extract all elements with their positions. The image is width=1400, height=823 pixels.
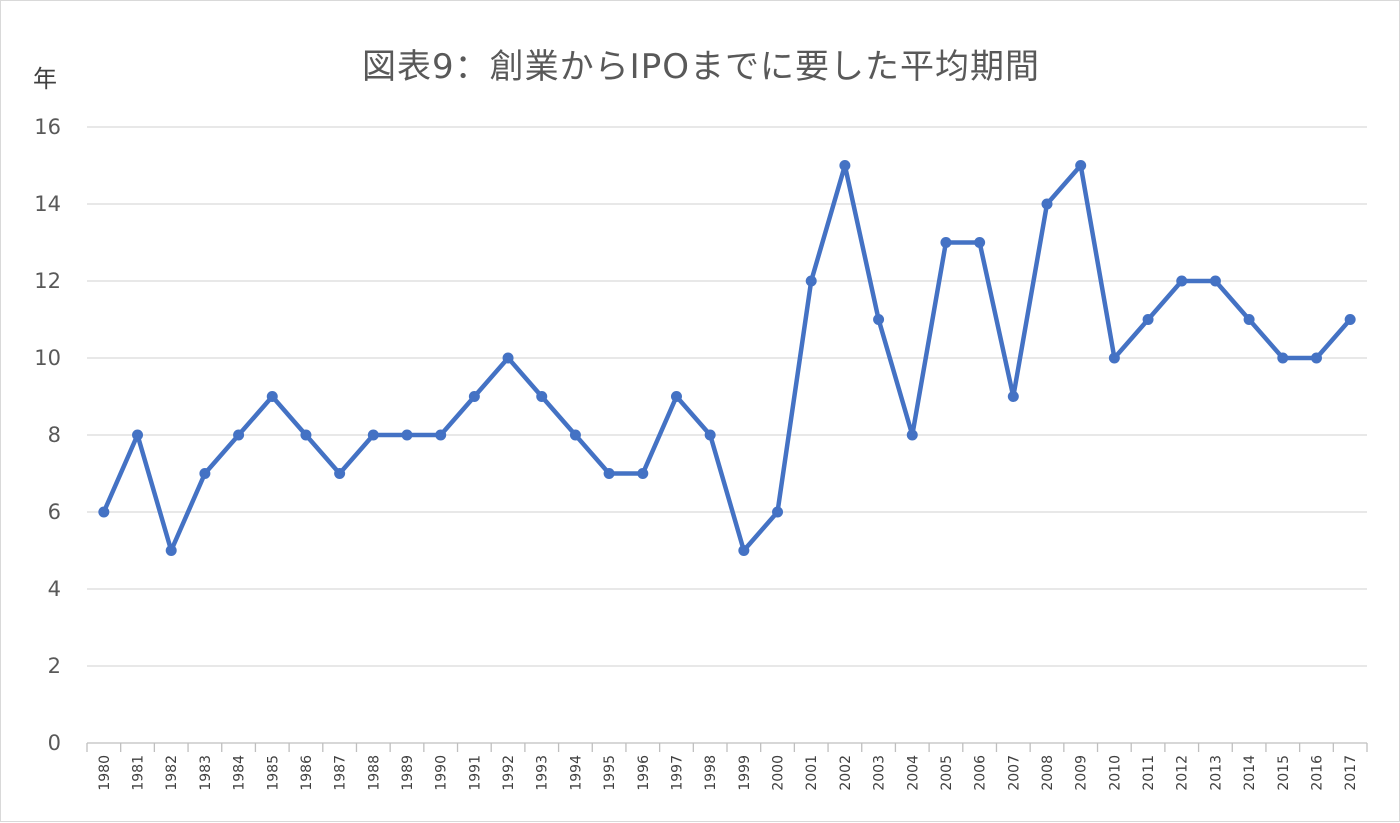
y-axis-ticks: 0 2 4 6 8 10 12 14 16	[34, 115, 61, 755]
x-tick-label: 2011	[1141, 755, 1157, 791]
x-tick-label: 1990	[434, 755, 450, 791]
y-tick-label: 16	[34, 115, 61, 139]
x-tick-label: 2016	[1309, 755, 1325, 791]
y-axis-unit-label: 年	[33, 65, 57, 93]
data-point	[199, 468, 211, 479]
data-point	[603, 468, 615, 479]
chart-title: 図表9：創業からIPOまでに要した平均期間	[362, 47, 1040, 87]
x-tick-label: 1994	[568, 755, 584, 791]
data-point	[165, 545, 177, 556]
data-point	[1041, 198, 1053, 210]
data-point	[1108, 352, 1120, 364]
data-point	[1007, 391, 1019, 402]
data-point	[536, 391, 548, 402]
x-tick-label: 2010	[1107, 755, 1123, 791]
y-tick-label: 0	[48, 731, 61, 755]
data-point	[805, 275, 817, 287]
x-tick-label: 2012	[1175, 755, 1191, 791]
x-tick-label: 1982	[164, 755, 180, 791]
data-point	[1344, 314, 1356, 325]
data-point	[367, 429, 379, 441]
x-tick-label: 1981	[131, 755, 147, 791]
data-point	[1209, 275, 1221, 287]
data-point	[839, 160, 851, 171]
x-tick-label: 1989	[400, 755, 416, 791]
x-tick-label: 1986	[299, 755, 315, 791]
x-axis-ticks: 1980 1981 1982 1983 1984 1985 1986 1987 1988 1989…	[86, 743, 1368, 791]
x-tick-label: 1998	[703, 755, 719, 791]
y-tick-label: 2	[48, 654, 61, 678]
x-tick-label: 2014	[1242, 755, 1258, 791]
y-tick-label: 8	[48, 423, 61, 447]
data-point	[334, 468, 346, 479]
x-tick-label: 1983	[198, 755, 214, 791]
x-tick-label: 1995	[602, 755, 618, 791]
x-tick-label: 1984	[232, 755, 248, 791]
y-tick-label: 12	[34, 269, 61, 293]
y-tick-label: 10	[34, 346, 61, 370]
data-point	[1310, 352, 1322, 364]
data-point	[637, 468, 649, 479]
x-tick-label: 2001	[804, 755, 820, 791]
data-point	[1243, 314, 1255, 325]
series-line	[101, 163, 1353, 553]
series-group	[98, 160, 1356, 556]
x-tick-label: 1987	[333, 755, 349, 791]
data-point	[940, 237, 952, 248]
data-point	[873, 314, 885, 325]
x-tick-label: 2002	[838, 755, 854, 791]
x-tick-label: 2013	[1208, 755, 1224, 791]
data-point	[502, 352, 514, 364]
x-tick-label: 1992	[501, 755, 517, 791]
data-point	[132, 429, 144, 441]
x-tick-label: 1997	[669, 755, 685, 791]
data-point	[569, 429, 581, 441]
x-tick-label: 2017	[1343, 755, 1359, 791]
x-tick-label: 1985	[265, 755, 281, 791]
y-tick-label: 4	[48, 577, 61, 601]
x-tick-label: 2008	[1040, 755, 1056, 791]
data-point	[1142, 314, 1154, 325]
gridlines	[87, 126, 1367, 744]
x-tick-label: 1988	[366, 755, 382, 791]
data-point	[1075, 160, 1087, 171]
x-tick-label: 1991	[467, 755, 483, 791]
x-tick-label: 2000	[771, 755, 787, 791]
data-point	[1277, 352, 1289, 364]
x-tick-label: 1996	[636, 755, 652, 791]
data-point	[772, 506, 784, 518]
data-point	[1176, 275, 1188, 287]
x-tick-label: 2015	[1276, 755, 1292, 791]
data-point	[468, 391, 480, 402]
y-tick-label: 6	[48, 500, 61, 524]
x-tick-label: 2007	[1006, 755, 1022, 791]
x-tick-label: 1993	[535, 755, 551, 791]
data-point	[974, 237, 986, 248]
x-tick-label: 2005	[939, 755, 955, 791]
data-point	[670, 391, 682, 402]
data-point	[704, 429, 716, 441]
data-point	[738, 545, 750, 556]
data-point	[266, 391, 278, 402]
data-point	[233, 429, 245, 441]
x-tick-label: 2006	[973, 755, 989, 791]
data-point	[906, 429, 918, 441]
x-tick-label: 1980	[97, 755, 113, 791]
data-point	[401, 429, 413, 441]
data-point	[435, 429, 447, 441]
y-tick-label: 14	[34, 192, 61, 216]
x-tick-label: 2004	[905, 755, 921, 791]
data-point	[300, 429, 312, 441]
x-tick-label: 2003	[872, 755, 888, 791]
x-tick-label: 2009	[1074, 755, 1090, 791]
data-point	[98, 506, 110, 518]
x-tick-label: 1999	[737, 755, 753, 791]
